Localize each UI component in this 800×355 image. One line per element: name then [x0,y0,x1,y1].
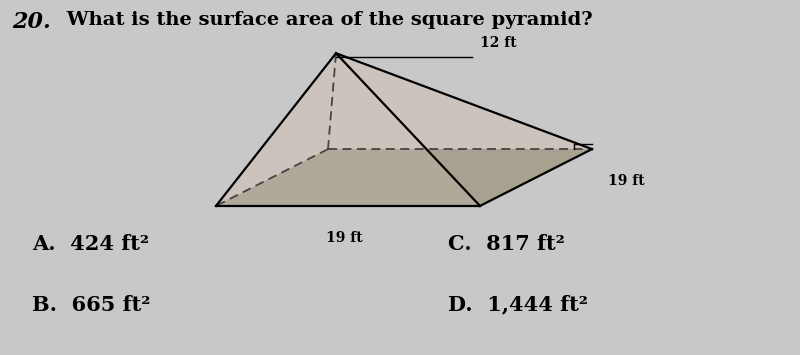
Polygon shape [328,53,592,149]
Text: B.  665 ft²: B. 665 ft² [32,295,150,315]
Text: 19 ft: 19 ft [326,231,362,245]
Polygon shape [216,53,336,206]
Text: 20.: 20. [12,11,50,33]
Text: 19 ft: 19 ft [608,174,645,188]
Text: C.  817 ft²: C. 817 ft² [448,234,565,254]
Text: What is the surface area of the square pyramid?: What is the surface area of the square p… [60,11,593,29]
Polygon shape [336,53,592,206]
Polygon shape [216,53,480,206]
Text: 12 ft: 12 ft [480,36,517,50]
Text: D.  1,444 ft²: D. 1,444 ft² [448,295,588,315]
Text: A.  424 ft²: A. 424 ft² [32,234,149,254]
